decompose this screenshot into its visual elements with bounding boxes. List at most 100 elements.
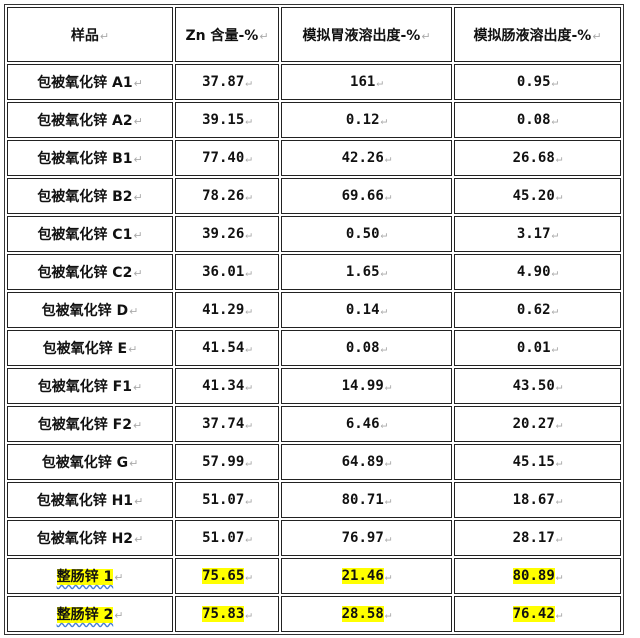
gastric-cell-text: 14.99 xyxy=(341,378,384,394)
zn-cell: 57.99↵ xyxy=(175,444,279,480)
zn-cell: 41.34↵ xyxy=(175,368,279,404)
paragraph-mark-icon: ↵ xyxy=(384,456,392,469)
paragraph-mark-icon: ↵ xyxy=(384,380,392,393)
gastric-cell: 80.71↵ xyxy=(281,482,452,518)
paragraph-mark-icon: ↵ xyxy=(555,532,563,545)
sample-cell: 整肠锌 2↵ xyxy=(7,596,173,632)
sample-cell: 包被氧化锌 A1↵ xyxy=(7,64,173,100)
gastric-cell-text: 69.66 xyxy=(341,188,384,204)
gastric-cell: 6.46↵ xyxy=(281,406,452,442)
paragraph-mark-icon: ↵ xyxy=(133,191,143,204)
paragraph-mark-icon: ↵ xyxy=(245,266,252,279)
paragraph-mark-icon: ↵ xyxy=(384,570,392,583)
paragraph-mark-icon: ↵ xyxy=(551,266,559,279)
zn-cell: 37.87↵ xyxy=(175,64,279,100)
paragraph-mark-icon: ↵ xyxy=(384,190,392,203)
paragraph-mark-icon: ↵ xyxy=(129,457,139,470)
header-gastric: 模拟胃液溶出度-%↵ xyxy=(281,7,452,62)
sample-cell-text: 包被氧化锌 C1 xyxy=(37,227,133,243)
sample-cell-text: 包被氧化锌 B1 xyxy=(37,151,133,167)
zn-cell-text: 75.65 xyxy=(202,568,245,584)
paragraph-mark-icon: ↵ xyxy=(245,228,252,241)
gastric-cell: 21.46↵ xyxy=(281,558,452,594)
sample-cell-text: 包被氧化锌 H1 xyxy=(36,493,134,509)
intestinal-cell: 43.50↵ xyxy=(454,368,621,404)
paragraph-mark-icon: ↵ xyxy=(380,418,388,431)
table-row: 包被氧化锌 G↵ 57.99↵ 64.89↵ 45.15↵ xyxy=(7,444,621,480)
intestinal-cell-text: 3.17 xyxy=(516,226,551,242)
paragraph-mark-icon: ↵ xyxy=(132,419,143,432)
sample-cell-text: 包被氧化锌 H2 xyxy=(36,531,134,547)
gastric-cell: 14.99↵ xyxy=(281,368,452,404)
gastric-cell-text: 0.50 xyxy=(345,226,380,242)
table-row: 包被氧化锌 F2↵ 37.74↵ 6.46↵ 20.27↵ xyxy=(7,406,621,442)
paragraph-mark-icon: ↵ xyxy=(551,114,559,127)
intestinal-cell-text: 18.67 xyxy=(512,492,555,508)
table-row: 包被氧化锌 A1↵ 37.87↵ 161↵ 0.95↵ xyxy=(7,64,621,100)
gastric-cell: 0.08↵ xyxy=(281,330,452,366)
gastric-cell-text: 0.12 xyxy=(345,112,380,128)
gastric-cell-text: 0.08 xyxy=(345,340,380,356)
gastric-cell: 0.14↵ xyxy=(281,292,452,328)
sample-cell: 包被氧化锌 D↵ xyxy=(7,292,173,328)
paragraph-mark-icon: ↵ xyxy=(259,29,269,43)
gastric-cell-text: 42.26 xyxy=(341,150,384,166)
paragraph-mark-icon: ↵ xyxy=(133,267,143,280)
intestinal-cell-text: 80.89 xyxy=(512,568,555,584)
sample-cell-text: 包被氧化锌 F2 xyxy=(37,417,132,433)
gastric-cell: 161↵ xyxy=(281,64,452,100)
zn-cell: 36.01↵ xyxy=(175,254,279,290)
zn-cell-text: 75.83 xyxy=(202,606,245,622)
paragraph-mark-icon: ↵ xyxy=(384,494,392,507)
zn-cell-text: 36.01 xyxy=(202,264,245,280)
zn-cell: 37.74↵ xyxy=(175,406,279,442)
intestinal-cell: 3.17↵ xyxy=(454,216,621,252)
paragraph-mark-icon: ↵ xyxy=(132,381,143,394)
paragraph-mark-icon: ↵ xyxy=(380,228,388,241)
gastric-cell-text: 0.14 xyxy=(345,302,380,318)
paragraph-mark-icon: ↵ xyxy=(555,418,563,431)
paragraph-mark-icon: ↵ xyxy=(555,456,563,469)
intestinal-cell-text: 45.20 xyxy=(512,188,555,204)
zn-cell: 41.29↵ xyxy=(175,292,279,328)
sample-cell-text: 整肠锌 1 xyxy=(56,569,114,585)
sample-cell: 包被氧化锌 H1↵ xyxy=(7,482,173,518)
paragraph-mark-icon: ↵ xyxy=(134,495,144,508)
table-row: 包被氧化锌 D↵ 41.29↵ 0.14↵ 0.62 ↵ xyxy=(7,292,621,328)
paragraph-mark-icon: ↵ xyxy=(114,609,124,622)
intestinal-cell-text: 0.62 xyxy=(516,302,551,318)
gastric-cell: 0.12↵ xyxy=(281,102,452,138)
sample-cell: 包被氧化锌 B2↵ xyxy=(7,178,173,214)
zn-cell: 51.07↵ xyxy=(175,520,279,556)
gastric-cell-text: 21.46 xyxy=(341,568,384,584)
intestinal-cell-text: 76.42 xyxy=(512,606,555,622)
intestinal-cell-text: 0.95 xyxy=(516,74,551,90)
paragraph-mark-icon: ↵ xyxy=(555,608,563,621)
sample-cell: 包被氧化锌 F1↵ xyxy=(7,368,173,404)
paragraph-mark-icon: ↵ xyxy=(555,152,563,165)
gastric-cell: 42.26↵ xyxy=(281,140,452,176)
intestinal-cell-text: 4.90 xyxy=(516,264,551,280)
zn-cell-text: 37.74 xyxy=(202,416,245,432)
paragraph-mark-icon: ↵ xyxy=(551,228,559,241)
table-row: 包被氧化锌 B2↵ 78.26↵ 69.66↵ 45.20↵ xyxy=(7,178,621,214)
sample-cell: 包被氧化锌 G↵ xyxy=(7,444,173,480)
zn-cell-text: 51.07 xyxy=(202,492,245,508)
sample-cell: 包被氧化锌 F2↵ xyxy=(7,406,173,442)
gastric-cell-text: 76.97 xyxy=(341,530,384,546)
table-row: 包被氧化锌 B1↵ 77.40↵ 42.26↵ 26.68↵ xyxy=(7,140,621,176)
sample-cell-text: 包被氧化锌 B2 xyxy=(37,189,133,205)
paragraph-mark-icon: ↵ xyxy=(421,29,431,43)
sample-cell-text: 包被氧化锌 F1 xyxy=(37,379,132,395)
table-row: 包被氧化锌 F1↵ 41.34↵ 14.99↵ 43.50↵ xyxy=(7,368,621,404)
intestinal-cell-text: 0.08 xyxy=(516,112,551,128)
sample-cell: 包被氧化锌 E↵ xyxy=(7,330,173,366)
intestinal-cell-text: 26.68 xyxy=(512,150,555,166)
paragraph-mark-icon: ↵ xyxy=(245,608,252,621)
paragraph-mark-icon: ↵ xyxy=(129,305,139,318)
paragraph-mark-icon: ↵ xyxy=(380,114,388,127)
sample-cell: 包被氧化锌 B1↵ xyxy=(7,140,173,176)
zn-cell-text: 39.15 xyxy=(202,112,245,128)
paragraph-mark-icon: ↵ xyxy=(99,29,110,43)
header-zn: Zn 含量-%↵ xyxy=(175,7,279,62)
